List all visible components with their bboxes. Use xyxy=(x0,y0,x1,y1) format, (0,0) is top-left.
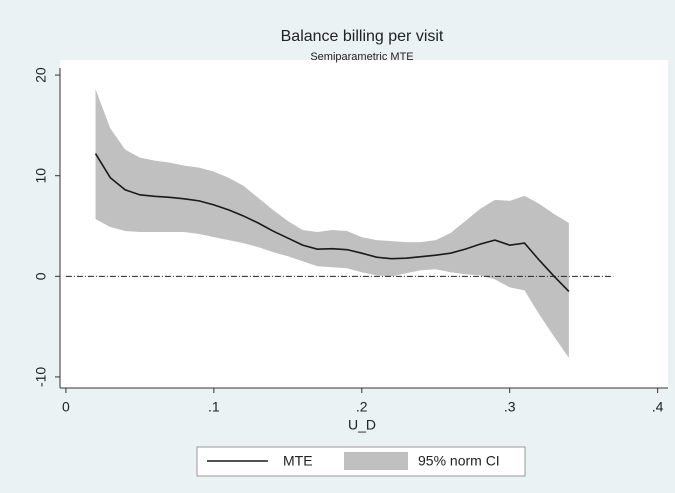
legend-label: 95% norm CI xyxy=(418,453,500,469)
y-tick-label: 20 xyxy=(33,67,49,83)
y-tick-label: -10 xyxy=(33,367,49,387)
x-tick-label: .2 xyxy=(356,399,368,415)
y-tick-label: 10 xyxy=(33,168,49,184)
x-axis-label: U_D xyxy=(348,417,376,433)
chart-subtitle: Semiparametric MTE xyxy=(310,51,413,63)
x-tick-label: .4 xyxy=(652,399,664,415)
x-tick-label: .1 xyxy=(208,399,220,415)
chart-title: Balance billing per visit xyxy=(281,28,444,45)
confidence-band xyxy=(95,89,569,358)
x-tick-label: .3 xyxy=(504,399,516,415)
legend-label: MTE xyxy=(283,453,313,469)
legend: MTE 95% norm CI xyxy=(196,446,526,477)
mte-line xyxy=(94,153,570,292)
y-tick-label: 0 xyxy=(33,272,49,280)
x-tick-label: 0 xyxy=(62,399,70,415)
legend-band-swatch xyxy=(344,452,408,470)
